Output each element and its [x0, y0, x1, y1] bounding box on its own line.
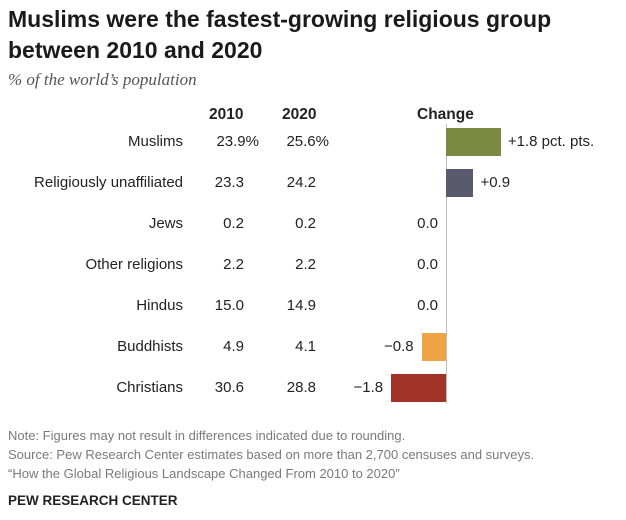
source-text: Source: Pew Research Center estimates ba…	[8, 447, 535, 462]
value-2020: 4.1	[295, 338, 316, 355]
zero-axis-line	[446, 124, 447, 404]
note-text: Note: Figures may not result in differen…	[8, 428, 406, 443]
change-label: −0.8	[383, 338, 414, 355]
chart-title-line-2: between 2010 and 2020	[8, 37, 263, 63]
change-label: 0.0	[417, 215, 438, 232]
value-2020: 2.2	[295, 256, 316, 273]
report-title-text: “How the Global Religious Landscape Chan…	[8, 466, 400, 481]
value-2010: 23.3	[214, 174, 244, 191]
change-label: −1.8	[353, 379, 384, 396]
row-label-christians: Christians	[116, 379, 183, 396]
change-bar	[421, 333, 446, 361]
chart-title-line-1: Muslims were the fastest-growing religio…	[8, 6, 552, 32]
change-label: +0.9	[480, 174, 511, 191]
value-2010: 30.6	[214, 379, 244, 396]
value-2020: 14.9	[286, 297, 316, 314]
row-label-other-religions: Other religions	[85, 256, 183, 273]
column-header-2020: 2020	[282, 106, 317, 123]
change-bar	[446, 169, 474, 197]
value-2020: 25.6%	[286, 133, 329, 150]
chart-title: Muslims were the fastest-growing religio…	[8, 4, 618, 66]
chart-subtitle: % of the world’s population	[8, 70, 197, 89]
value-2010: 23.9%	[216, 133, 259, 150]
value-2010: 4.9	[223, 338, 244, 355]
value-2020: 28.8	[286, 379, 316, 396]
row-label-buddhists: Buddhists	[117, 338, 183, 355]
row-label-religiously-unaffiliated: Religiously unaffiliated	[34, 174, 183, 191]
change-bar	[391, 374, 446, 402]
value-2020: 24.2	[286, 174, 316, 191]
row-label-jews: Jews	[148, 215, 183, 232]
change-bar	[446, 128, 501, 156]
value-2010: 0.2	[223, 215, 244, 232]
value-2020: 0.2	[295, 215, 316, 232]
value-2010: 15.0	[214, 297, 244, 314]
change-label: 0.0	[417, 297, 438, 314]
change-label: 0.0	[417, 256, 438, 273]
column-header-2010: 2010	[209, 106, 244, 123]
column-header-change: Change	[417, 106, 474, 123]
change-label: +1.8 pct. pts.	[507, 133, 595, 150]
value-2010: 2.2	[223, 256, 244, 273]
pew-research-center-credit: PEW RESEARCH CENTER	[8, 493, 178, 508]
row-label-hindus: Hindus	[136, 297, 183, 314]
row-label-muslims: Muslims	[128, 133, 183, 150]
